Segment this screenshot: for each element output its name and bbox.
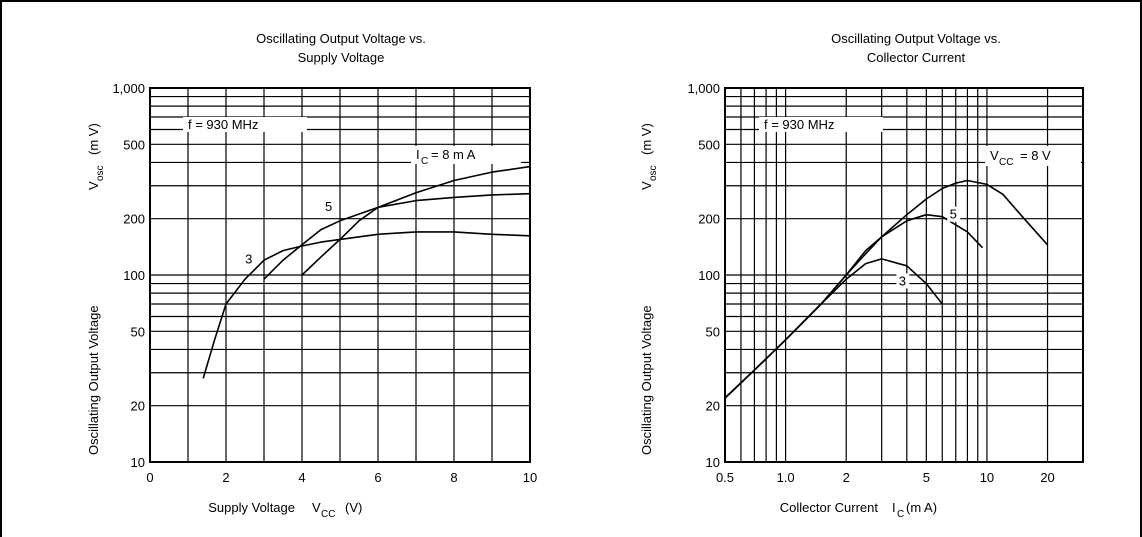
chart-right-x-tick-label: 1.0 <box>777 470 795 485</box>
chart-left-param-val: = 8 m A <box>431 147 476 162</box>
chart-left-param-sub: C <box>421 156 428 167</box>
chart-left-xlabel-main: Supply Voltage <box>208 500 295 515</box>
chart-right-x-tick-label: 2 <box>843 470 850 485</box>
chart-right-series-5-label: 5 <box>950 207 957 222</box>
chart-left-ylabel-unit: (m V) <box>86 123 101 155</box>
chart-right-series-5-label-bg <box>947 206 961 222</box>
chart-left-title-line2: Supply Voltage <box>298 50 385 65</box>
chart-right-ylabel-sub: osc <box>648 165 659 181</box>
chart-left-y-tick-label: 20 <box>131 399 145 414</box>
chart-right-param-sub: CC <box>999 157 1013 168</box>
chart-right-x-tick-label: 20 <box>1040 470 1054 485</box>
chart-left-grid <box>149 87 531 463</box>
chart-left-ylabel-sym: V <box>86 181 101 190</box>
chart-left-x-tick-label: 8 <box>450 470 457 485</box>
chart-right-x-tick-label: 10 <box>980 470 994 485</box>
chart-left-param-bg <box>411 146 521 164</box>
chart-left-plot-area: 0 2 4 6 8 10 10 20 50 100 200 500 1,000 3 5 <box>112 81 537 485</box>
chart-left-xlabel-unit: (V) <box>345 500 362 515</box>
chart-left-series-8-line <box>301 165 531 276</box>
chart-right-y-tick-label: 10 <box>706 455 720 470</box>
chart-right-param-bg <box>985 146 1081 166</box>
chart-left-x-tick-label: 6 <box>374 470 381 485</box>
chart-right-y-tick-label: 100 <box>698 268 720 283</box>
chart-right-y-tick-label: 1,000 <box>687 81 720 96</box>
chart-right-y-tick-label: 50 <box>706 324 720 339</box>
chart-right-series-3-line <box>724 258 943 399</box>
chart-left-ylabel: Oscillating Output Voltage V osc (m V) <box>86 123 106 455</box>
chart-left-freq-annotation: f = 930 MHz <box>188 117 258 132</box>
chart-right-freq-bg <box>759 117 883 132</box>
chart-right-series-5-line <box>724 213 984 399</box>
chart-left-series-3-line <box>202 231 531 379</box>
chart-left-series-3-label-bg <box>242 251 256 267</box>
chart-right-xlabel-sym: I <box>892 500 896 515</box>
chart-left-param-sym: I <box>416 147 420 162</box>
chart-right-param-sym: V <box>990 148 999 163</box>
chart-left-y-tick-label: 50 <box>131 324 145 339</box>
frame-border-left <box>0 0 2 537</box>
chart-right-series-3-label-bg <box>896 273 910 289</box>
chart-left-x-tick-label: 10 <box>523 470 537 485</box>
chart-left-y-tick-label: 1,000 <box>112 81 145 96</box>
chart-left-plot-border <box>149 87 531 463</box>
chart-right-title-line1: Oscillating Output Voltage vs. <box>831 31 1001 46</box>
chart-right-ylabel-unit: (m V) <box>639 123 654 155</box>
chart-right-y-tick-label: 20 <box>706 399 720 414</box>
chart-left-x-tick-label: 4 <box>298 470 305 485</box>
chart-right-ylabel-sym: V <box>639 181 654 190</box>
chart-right-y-tick-label: 500 <box>698 137 720 152</box>
chart-right: Oscillating Output Voltage vs. Collector… <box>639 31 1081 520</box>
chart-right-x-tick-label: 5 <box>923 470 930 485</box>
chart-right-x-tick-label: 0.5 <box>716 470 734 485</box>
chart-right-series-8-line <box>724 179 1049 399</box>
chart-right-freq-annotation: f = 930 MHz <box>764 117 834 132</box>
chart-left-x-tick-label: 0 <box>146 470 153 485</box>
chart-left-series-3-label: 3 <box>245 252 252 267</box>
chart-right-ylabel: Oscillating Output Voltage V osc (m V) <box>639 123 659 455</box>
frame-border-right <box>1140 0 1142 537</box>
chart-right-series-3-label: 3 <box>899 273 906 288</box>
chart-left-x-tick-label: 2 <box>222 470 229 485</box>
chart-left-series-5-label-bg <box>322 198 336 214</box>
chart-left-y-tick-label: 200 <box>123 212 145 227</box>
chart-left-ylabel-sub: osc <box>95 165 106 181</box>
chart-right-plot-area: 0.5 1.0 2 5 10 20 10 20 50 100 200 500 1,000 3 5 <box>687 81 1084 485</box>
frame-border-top <box>0 0 1142 2</box>
chart-left-series-5-line <box>263 192 531 280</box>
chart-left-y-tick-label: 500 <box>123 137 145 152</box>
chart-right-y-tick-label: 200 <box>698 212 720 227</box>
chart-right-xlabel-unit: (m A) <box>906 500 937 515</box>
chart-left: Oscillating Output Voltage vs. Supply Vo… <box>86 31 521 520</box>
chart-left-y-tick-label: 10 <box>131 455 145 470</box>
chart-right-param-val: = 8 V <box>1020 148 1051 163</box>
chart-left-freq-bg <box>183 117 307 132</box>
chart-right-plot-border <box>724 87 1084 463</box>
chart-left-xlabel-sub: CC <box>321 509 335 520</box>
chart-right-ylabel-main: Oscillating Output Voltage <box>639 305 654 455</box>
chart-right-xlabel-main: Collector Current <box>780 500 879 515</box>
chart-left-series-5-label: 5 <box>325 199 332 214</box>
chart-left-y-tick-label: 100 <box>123 268 145 283</box>
chart-left-ylabel-main: Oscillating Output Voltage <box>86 305 101 455</box>
chart-right-title-line2: Collector Current <box>867 50 966 65</box>
chart-left-title-line1: Oscillating Output Voltage vs. <box>256 31 426 46</box>
chart-right-xlabel-sub: C <box>897 509 904 520</box>
chart-left-xlabel-sym: V <box>312 500 321 515</box>
